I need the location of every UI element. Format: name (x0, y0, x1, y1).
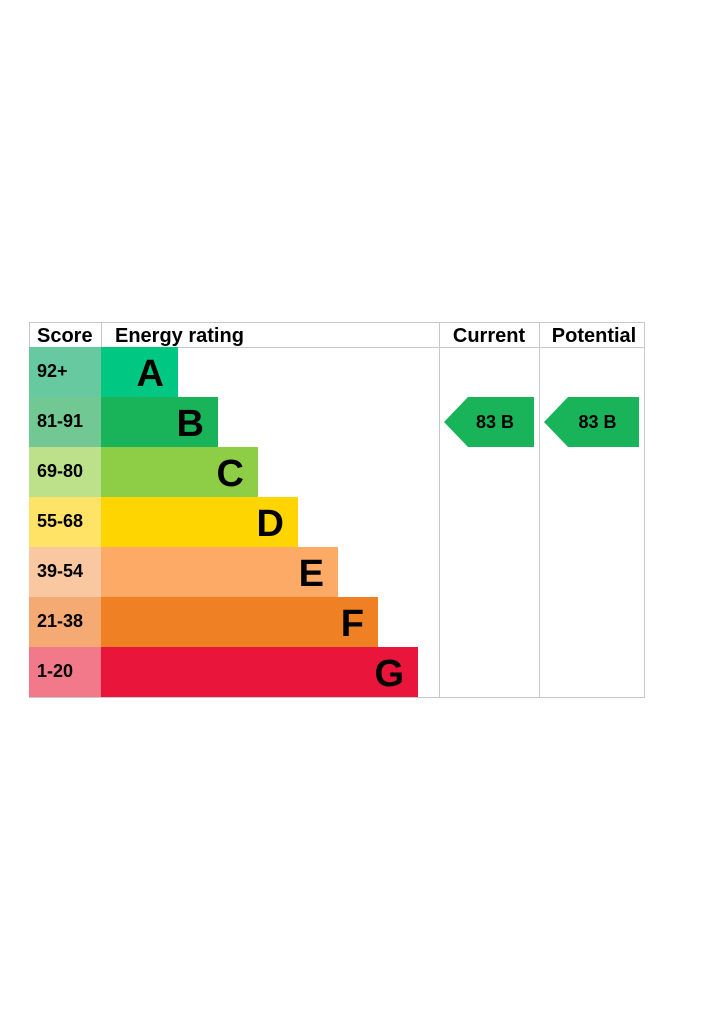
band-letter: G (374, 653, 404, 695)
band-row-d: 55-68 D (29, 497, 298, 547)
current-rating-arrow-label: 83 B (476, 412, 514, 432)
score-cell (29, 497, 101, 547)
band-letter: E (299, 553, 324, 595)
score-cell (29, 597, 101, 647)
band-row-g: 1-20 G (29, 647, 418, 697)
band-letter: A (137, 353, 164, 395)
score-range-label: 81-91 (37, 411, 83, 431)
score-range-label: 92+ (37, 361, 68, 381)
band-row-e: 39-54 E (29, 547, 338, 597)
potential-rating-arrow-label: 83 B (578, 412, 616, 432)
header-current: Current (453, 325, 526, 347)
rating-bar (101, 647, 418, 697)
score-range-label: 39-54 (37, 561, 83, 581)
rating-bar (101, 497, 298, 547)
score-cell (29, 347, 101, 397)
header-score: Score (37, 325, 93, 347)
band-row-c: 69-80 C (29, 447, 258, 497)
header-potential: Potential (552, 325, 636, 347)
score-cell (29, 397, 101, 447)
score-cell (29, 447, 101, 497)
band-row-f: 21-38 F (29, 597, 378, 647)
score-range-label: 1-20 (37, 661, 73, 681)
band-letter: F (341, 603, 364, 645)
potential-rating-arrow-shape (544, 397, 639, 447)
score-range-label: 69-80 (37, 461, 83, 481)
band-letter: B (177, 403, 204, 445)
current-rating-arrow-shape (444, 397, 534, 447)
band-row-b: 81-91 B (29, 397, 218, 447)
rating-bar (101, 597, 378, 647)
score-cell (29, 547, 101, 597)
rating-bar (101, 547, 338, 597)
rating-bar (101, 347, 178, 397)
band-letter: C (217, 453, 244, 495)
current-rating-arrow: 83 B (444, 397, 534, 447)
score-cell (29, 647, 101, 697)
rating-arrows: 83 B 83 B (444, 397, 639, 447)
rating-bar (101, 397, 218, 447)
score-range-label: 55-68 (37, 511, 83, 531)
potential-rating-arrow: 83 B (544, 397, 639, 447)
band-row-a: 92+ A (29, 347, 178, 397)
band-letter: D (257, 503, 284, 545)
rating-bands: 92+ A 81-91 B 69-80 C 55-68 D 39-54 E 21-38 F 1-20 G (29, 347, 418, 697)
header-energy-rating: Energy rating (115, 325, 244, 347)
score-range-label: 21-38 (37, 611, 83, 631)
rating-bar (101, 447, 258, 497)
